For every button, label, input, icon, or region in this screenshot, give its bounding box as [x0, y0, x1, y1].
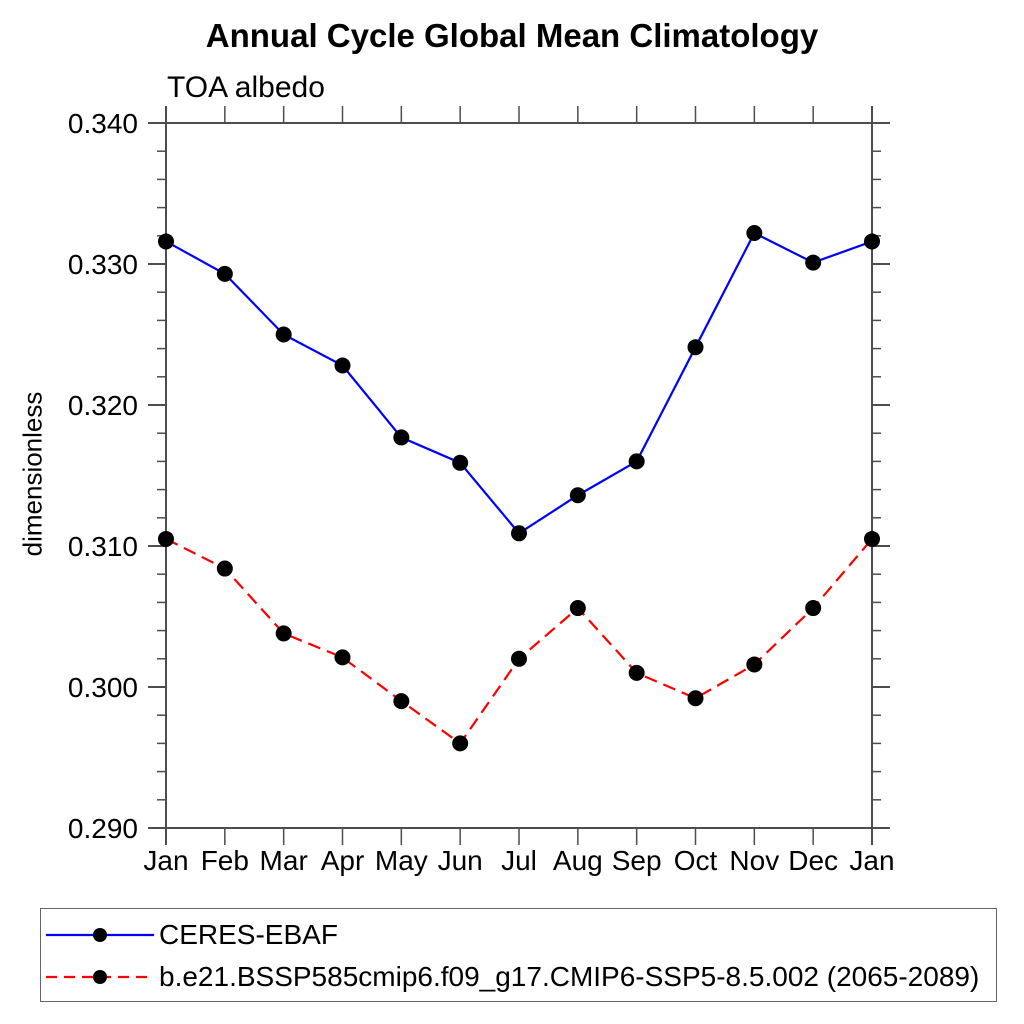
legend-item-1: b.e21.BSSP585cmip6.f09_g17.CMIP6-SSP5-8.…: [44, 961, 979, 993]
y-tick-label: 0.300: [68, 672, 138, 703]
data-point-marker: [452, 735, 469, 752]
data-point-marker: [393, 429, 410, 446]
data-point-marker: [393, 693, 410, 710]
axes: [148, 106, 890, 845]
x-axis-ticks: Jan Feb Mar Apr May Jun Jul Aug Sep Oct Nov Dec Jan: [143, 106, 895, 876]
data-point-marker: [805, 600, 822, 617]
x-tick-label: Jan: [143, 845, 188, 876]
y-tick-label: 0.340: [68, 108, 138, 139]
x-tick-label: Sep: [612, 845, 662, 876]
data-point-marker: [275, 326, 292, 343]
data-point-marker: [275, 625, 292, 642]
x-tick-label: Feb: [201, 845, 249, 876]
data-point-marker: [334, 649, 351, 666]
legend-sample-solid-line: [46, 928, 154, 942]
y-tick-label: 0.330: [68, 249, 138, 280]
data-point-marker: [158, 530, 174, 547]
x-tick-label: Aug: [553, 845, 603, 876]
x-tick-label: Mar: [260, 845, 308, 876]
x-tick-label: Nov: [729, 845, 779, 876]
data-point-marker: [805, 254, 822, 271]
data-point-marker: [452, 454, 469, 471]
data-point-marker: [628, 453, 645, 470]
legend-marker-icon: [93, 970, 107, 984]
legend-sample-dashed-line: [46, 970, 154, 984]
x-tick-label: Apr: [321, 845, 365, 876]
x-tick-label: Jul: [501, 845, 537, 876]
data-point-marker: [687, 690, 704, 707]
legend-label-0: CERES-EBAF: [159, 919, 338, 950]
data-point-marker: [569, 487, 586, 504]
data-point-marker: [158, 233, 174, 250]
legend-label-1: b.e21.BSSP585cmip6.f09_g17.CMIP6-SSP5-8.…: [159, 961, 980, 992]
data-point-marker: [864, 530, 880, 547]
legend: CERES-EBAF b.e21.BSSP585cmip6.f09_g17.CMI…: [40, 908, 997, 1002]
legend-marker-icon: [93, 928, 107, 942]
y-axis-ticks: 0.290 0.300 0.310 0.320 0.330 0.340: [68, 108, 890, 844]
data-point-marker: [864, 233, 880, 250]
x-tick-label: Jun: [438, 845, 483, 876]
data-point-marker: [511, 525, 527, 542]
data-point-marker: [216, 560, 233, 577]
legend-item-0: CERES-EBAF: [44, 919, 338, 951]
data-point-marker: [746, 656, 763, 673]
data-point-marker: [216, 265, 233, 282]
x-tick-label: Jan: [849, 845, 894, 876]
chart-title: Annual Cycle Global Mean Climatology: [205, 17, 819, 54]
data-point-marker: [334, 357, 351, 374]
series-0: [158, 224, 880, 542]
data-point-marker: [628, 664, 645, 681]
data-point-marker: [746, 224, 763, 241]
series-line-0: [165, 231, 873, 535]
data-point-marker: [569, 600, 586, 617]
chart-subtitle: TOA albedo: [167, 71, 325, 104]
x-tick-label: Oct: [674, 845, 718, 876]
series-1: [158, 530, 880, 752]
y-tick-label: 0.310: [68, 531, 138, 562]
y-tick-label: 0.320: [68, 390, 138, 421]
series-line-1: [165, 537, 873, 745]
data-point-marker: [511, 650, 527, 667]
x-tick-label: Dec: [788, 845, 838, 876]
x-tick-label: May: [375, 845, 428, 876]
y-tick-label: 0.290: [68, 813, 138, 844]
data-point-marker: [687, 339, 704, 356]
